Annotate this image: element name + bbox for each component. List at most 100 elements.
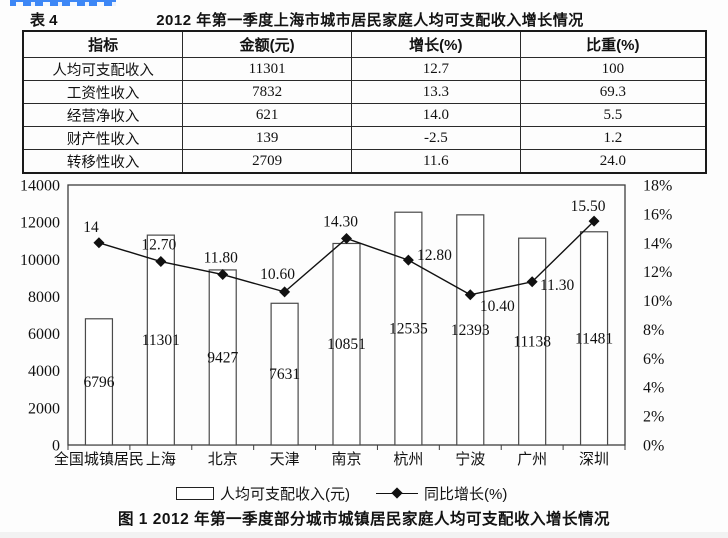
column-header: 增长(%) [351, 30, 521, 58]
value-cell: 5.5 [519, 103, 707, 127]
bar-value-label: 10851 [327, 336, 366, 353]
indicator-cell: 人均可支配收入 [22, 57, 184, 81]
value-cell: 1.2 [519, 126, 707, 150]
bar-value-label: 11138 [513, 334, 551, 351]
left-axis-tick-label: 8000 [28, 289, 60, 306]
left-axis-tick-label: 12000 [20, 215, 60, 232]
indicator-cell: 经营净收入 [22, 103, 184, 127]
table-label: 表 4 [30, 12, 58, 29]
table-row: 人均可支配收入 11301 12.7 100 [22, 57, 707, 81]
line-point-marker [341, 232, 352, 244]
point-value-label: 10.40 [480, 298, 515, 315]
line-diamond-swatch-icon [376, 487, 418, 499]
chart-legend: 人均可支配收入(元) 同比增长(%) [176, 483, 507, 504]
line-point-marker [464, 289, 476, 301]
value-cell: 13.3 [351, 80, 521, 104]
selection-highlight-fragment [10, 0, 116, 6]
combo-chart: 14000 12000 10000 8000 6000 4000 2000 0 18% 16% 14… [20, 178, 672, 468]
line-point-marker [217, 269, 229, 281]
point-value-label: 14.30 [323, 213, 358, 230]
bar-value-label: 7631 [269, 366, 300, 383]
column-header: 指标 [22, 30, 184, 58]
line-point-marker [526, 276, 538, 288]
legend-item-bar: 人均可支配收入(元) [176, 483, 350, 504]
table-title: 2012 年第一季度上海市城市居民家庭人均可支配收入增长情况 [156, 12, 584, 29]
bar [270, 302, 299, 446]
right-axis-tick-label: 0% [643, 438, 664, 455]
column-header: 金额(元) [182, 30, 352, 58]
value-cell: 621 [182, 103, 352, 127]
indicator-cell: 工资性收入 [22, 80, 184, 104]
line-point-marker [402, 254, 414, 266]
table-header: 指标 金额(元) 增长(%) 比重(%) [22, 30, 707, 58]
right-axis-tick-label: 14% [643, 235, 672, 252]
bar-swatch-icon [176, 487, 214, 500]
bar [332, 242, 361, 446]
x-axis-label: 深圳 [579, 451, 609, 468]
left-axis-tick-label: 0 [52, 438, 60, 455]
table-row: 工资性收入 7832 13.3 69.3 [22, 80, 707, 104]
left-axis-tick-label: 14000 [20, 178, 60, 195]
x-axis-label: 杭州 [393, 451, 423, 468]
point-value-label: 15.50 [571, 198, 606, 215]
table-row: 经营净收入 621 14.0 5.5 [22, 103, 707, 127]
value-cell: 139 [182, 126, 352, 150]
value-cell: 24.0 [519, 149, 707, 174]
bar [394, 211, 423, 446]
x-axis-label: 宁波 [455, 451, 485, 468]
figure-caption: 图 1 2012 年第一季度部分城市城镇居民家庭人均可支配收入增长情况 [117, 511, 611, 528]
bar [208, 269, 237, 446]
left-axis-tick-label: 4000 [28, 363, 60, 380]
right-axis-tick-label: 16% [643, 206, 672, 223]
value-cell: -2.5 [351, 126, 521, 150]
bar [579, 231, 609, 446]
bar-value-label: 9427 [207, 349, 238, 366]
right-axis-tick-label: 12% [643, 264, 672, 281]
x-axis-label: 广州 [517, 451, 547, 468]
right-axis-tick-label: 2% [643, 409, 664, 426]
point-value-label: 12.70 [141, 237, 176, 254]
point-value-label: 10.60 [260, 266, 295, 283]
x-axis-label: 北京 [208, 451, 238, 468]
indicator-cell: 财产性收入 [22, 126, 184, 150]
bar [146, 234, 175, 446]
bar-value-label: 12393 [451, 322, 490, 339]
left-axis-tick-label: 10000 [20, 252, 60, 269]
bar-value-label: 12535 [389, 321, 428, 338]
value-cell: 7832 [182, 80, 352, 104]
line-point-marker [279, 286, 291, 298]
x-axis-label: 南京 [331, 451, 361, 468]
legend-label-line: 同比增长(%) [424, 486, 508, 503]
value-cell: 2709 [182, 149, 352, 174]
value-cell: 14.0 [351, 103, 521, 127]
right-axis-tick-label: 10% [643, 293, 672, 310]
bar-value-label: 6796 [83, 374, 114, 391]
income-table: 指标 金额(元) 增长(%) 比重(%) 人均可支配收入 11301 12.7 100 工资性… [22, 30, 707, 174]
value-cell: 11.6 [351, 149, 521, 174]
diamond-marker-icon [391, 487, 403, 499]
right-axis-tick-label: 6% [643, 351, 664, 368]
line-point-marker [155, 256, 167, 268]
bar [84, 318, 114, 446]
value-cell: 12.7 [351, 57, 521, 81]
x-axis-label: 上海 [146, 451, 176, 468]
right-axis-tick-label: 18% [643, 178, 672, 195]
right-axis-tick-label: 8% [643, 322, 664, 339]
line-point-marker [93, 237, 105, 249]
legend-item-line: 同比增长(%) [376, 483, 507, 504]
column-header: 比重(%) [519, 30, 707, 58]
left-axis-tick-label: 2000 [28, 400, 60, 417]
point-value-label: 12.80 [417, 247, 452, 264]
value-cell: 69.3 [519, 80, 707, 104]
point-value-label: 14 [83, 219, 99, 236]
x-axis-label: 全国城镇居民 [54, 450, 144, 468]
right-axis-tick-label: 4% [643, 380, 664, 397]
left-axis-tick-label: 6000 [28, 326, 60, 343]
bar [456, 214, 485, 446]
table-row: 财产性收入 139 -2.5 1.2 [22, 126, 707, 150]
line-point-marker [588, 215, 600, 227]
bar-value-label: 11301 [142, 332, 180, 349]
point-value-label: 11.30 [540, 277, 575, 294]
bar-value-label: 11481 [575, 330, 613, 347]
value-cell: 11301 [182, 57, 352, 81]
